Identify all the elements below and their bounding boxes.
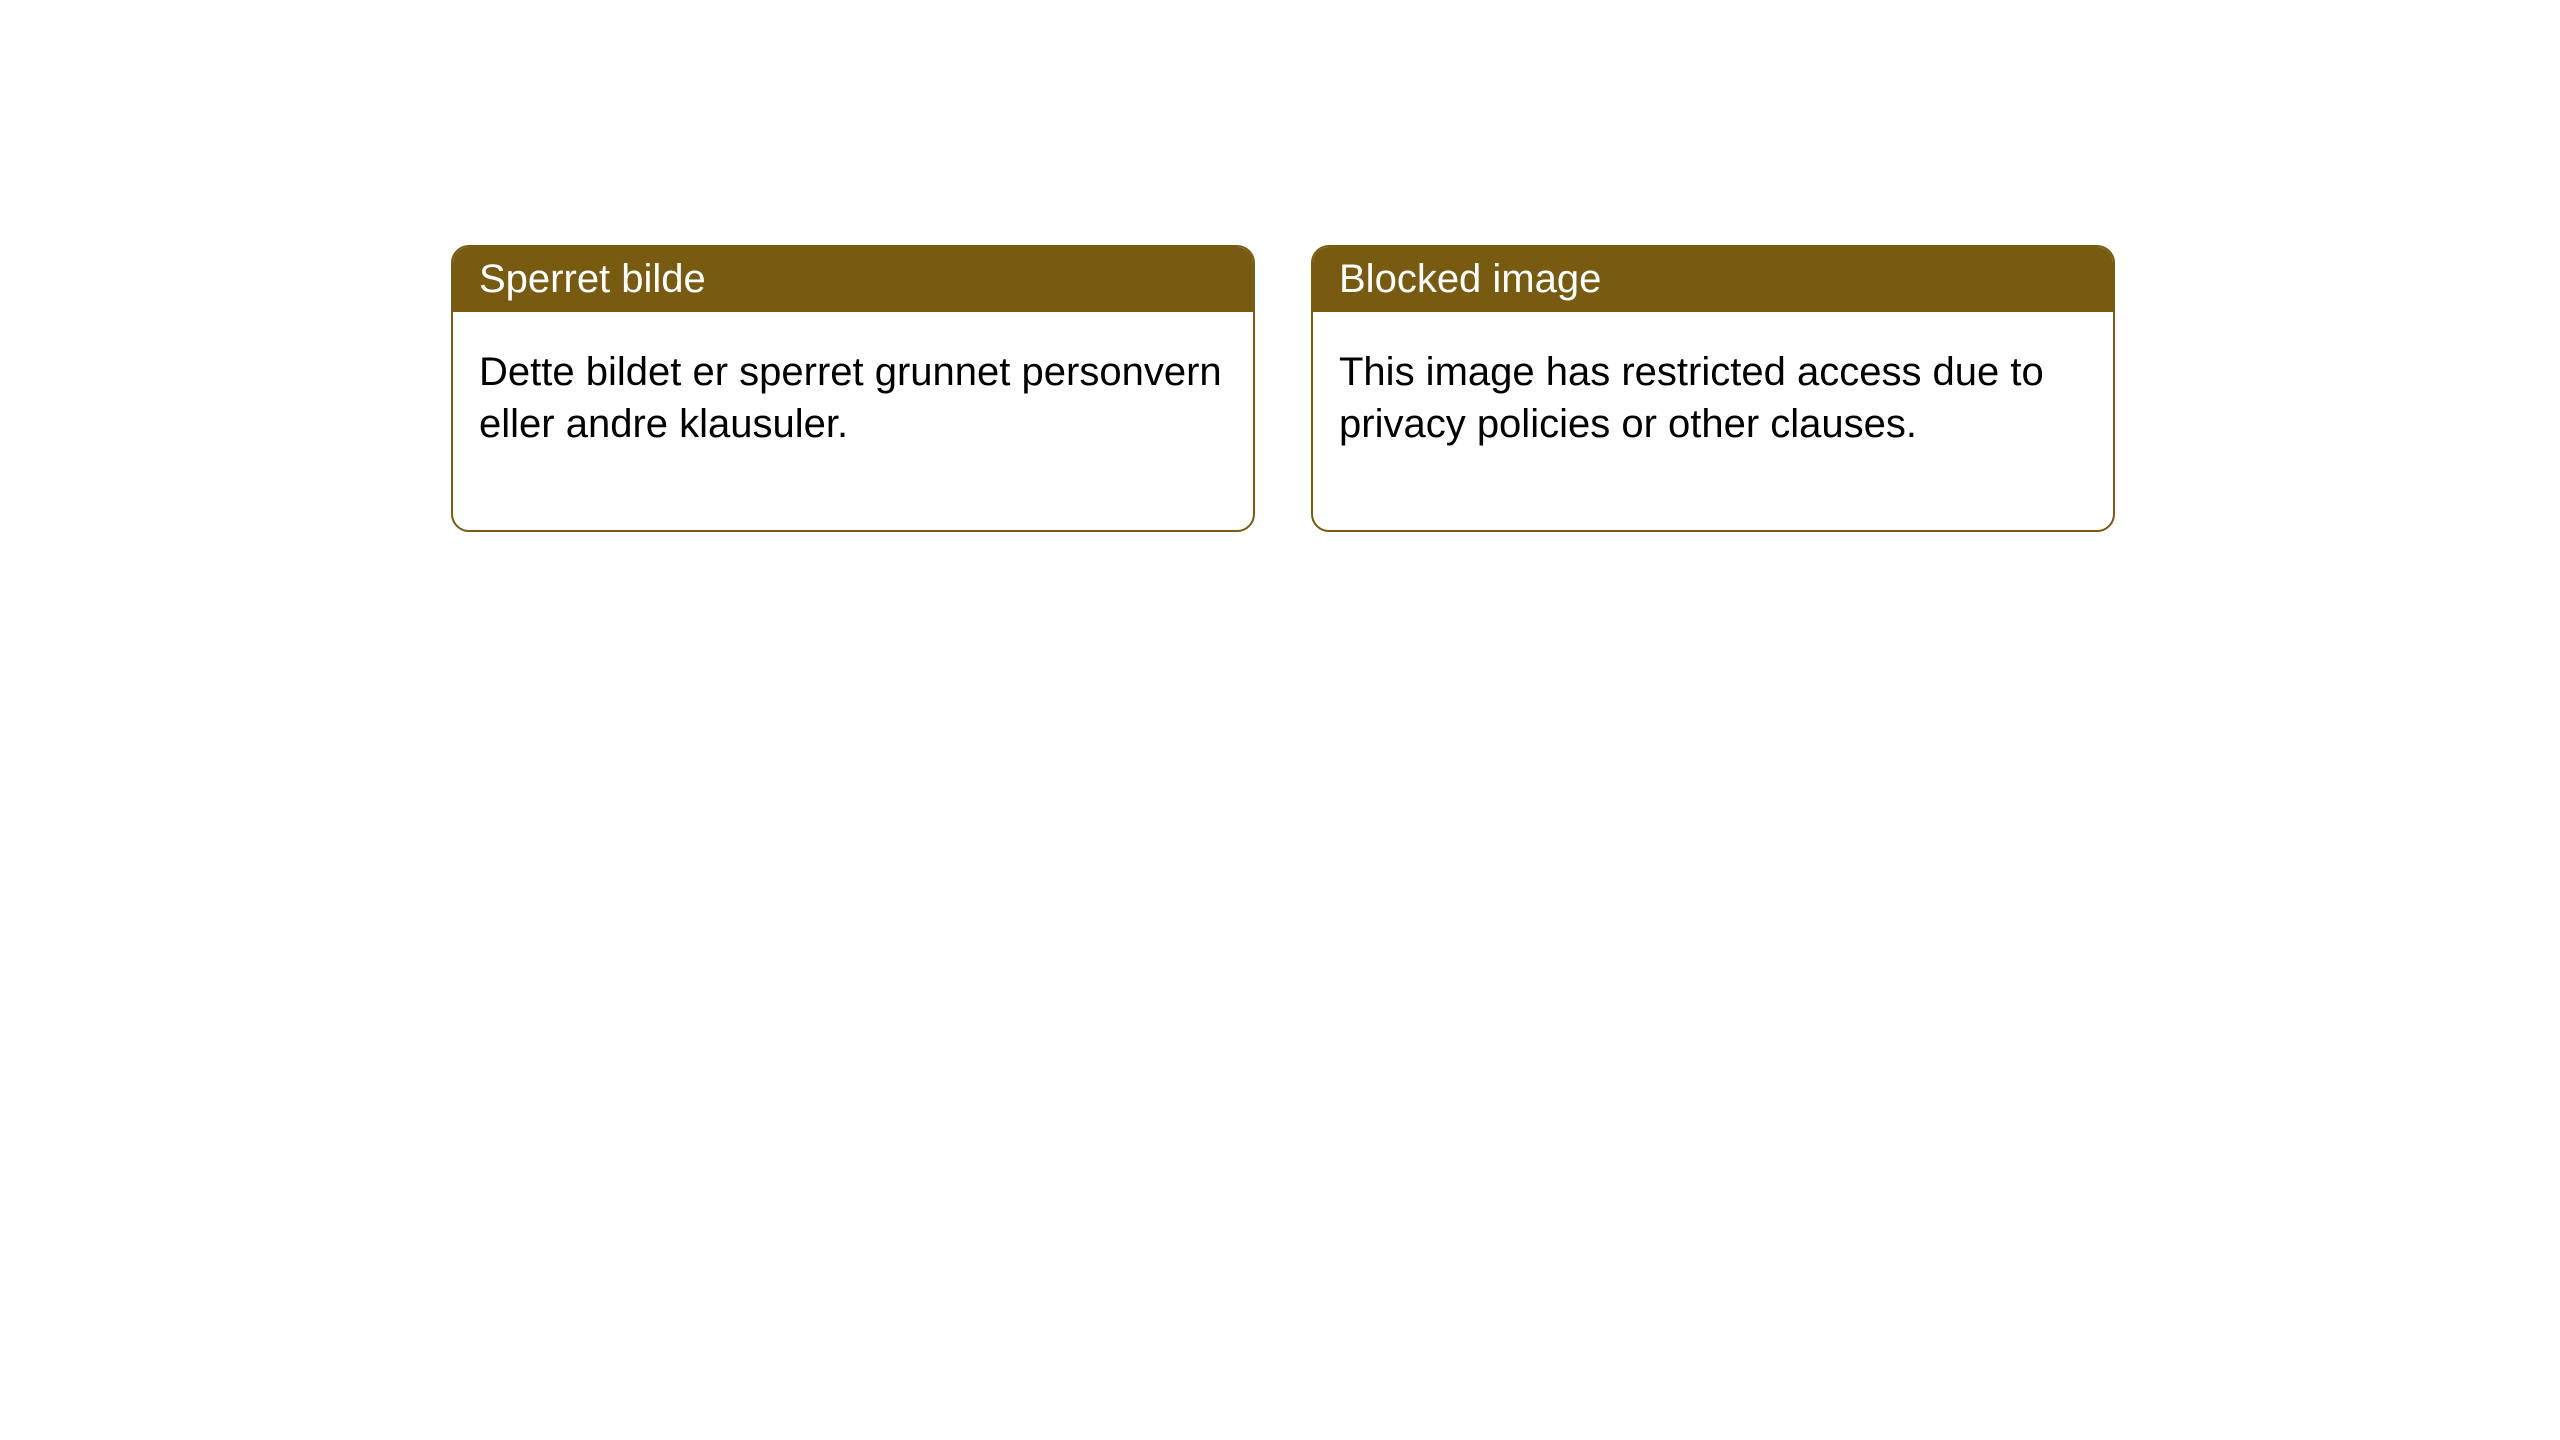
card-title: Sperret bilde [479,257,706,301]
card-message: Dette bildet er sperret grunnet personve… [479,350,1222,446]
card-header: Blocked image [1313,247,2113,312]
notice-container: Sperret bilde Dette bildet er sperret gr… [0,0,2560,532]
card-body: Dette bildet er sperret grunnet personve… [453,312,1253,530]
card-body: This image has restricted access due to … [1313,312,2113,530]
card-message: This image has restricted access due to … [1339,350,2044,446]
notice-card-english: Blocked image This image has restricted … [1311,245,2115,532]
card-title: Blocked image [1339,257,1601,301]
notice-card-norwegian: Sperret bilde Dette bildet er sperret gr… [451,245,1255,532]
card-header: Sperret bilde [453,247,1253,312]
